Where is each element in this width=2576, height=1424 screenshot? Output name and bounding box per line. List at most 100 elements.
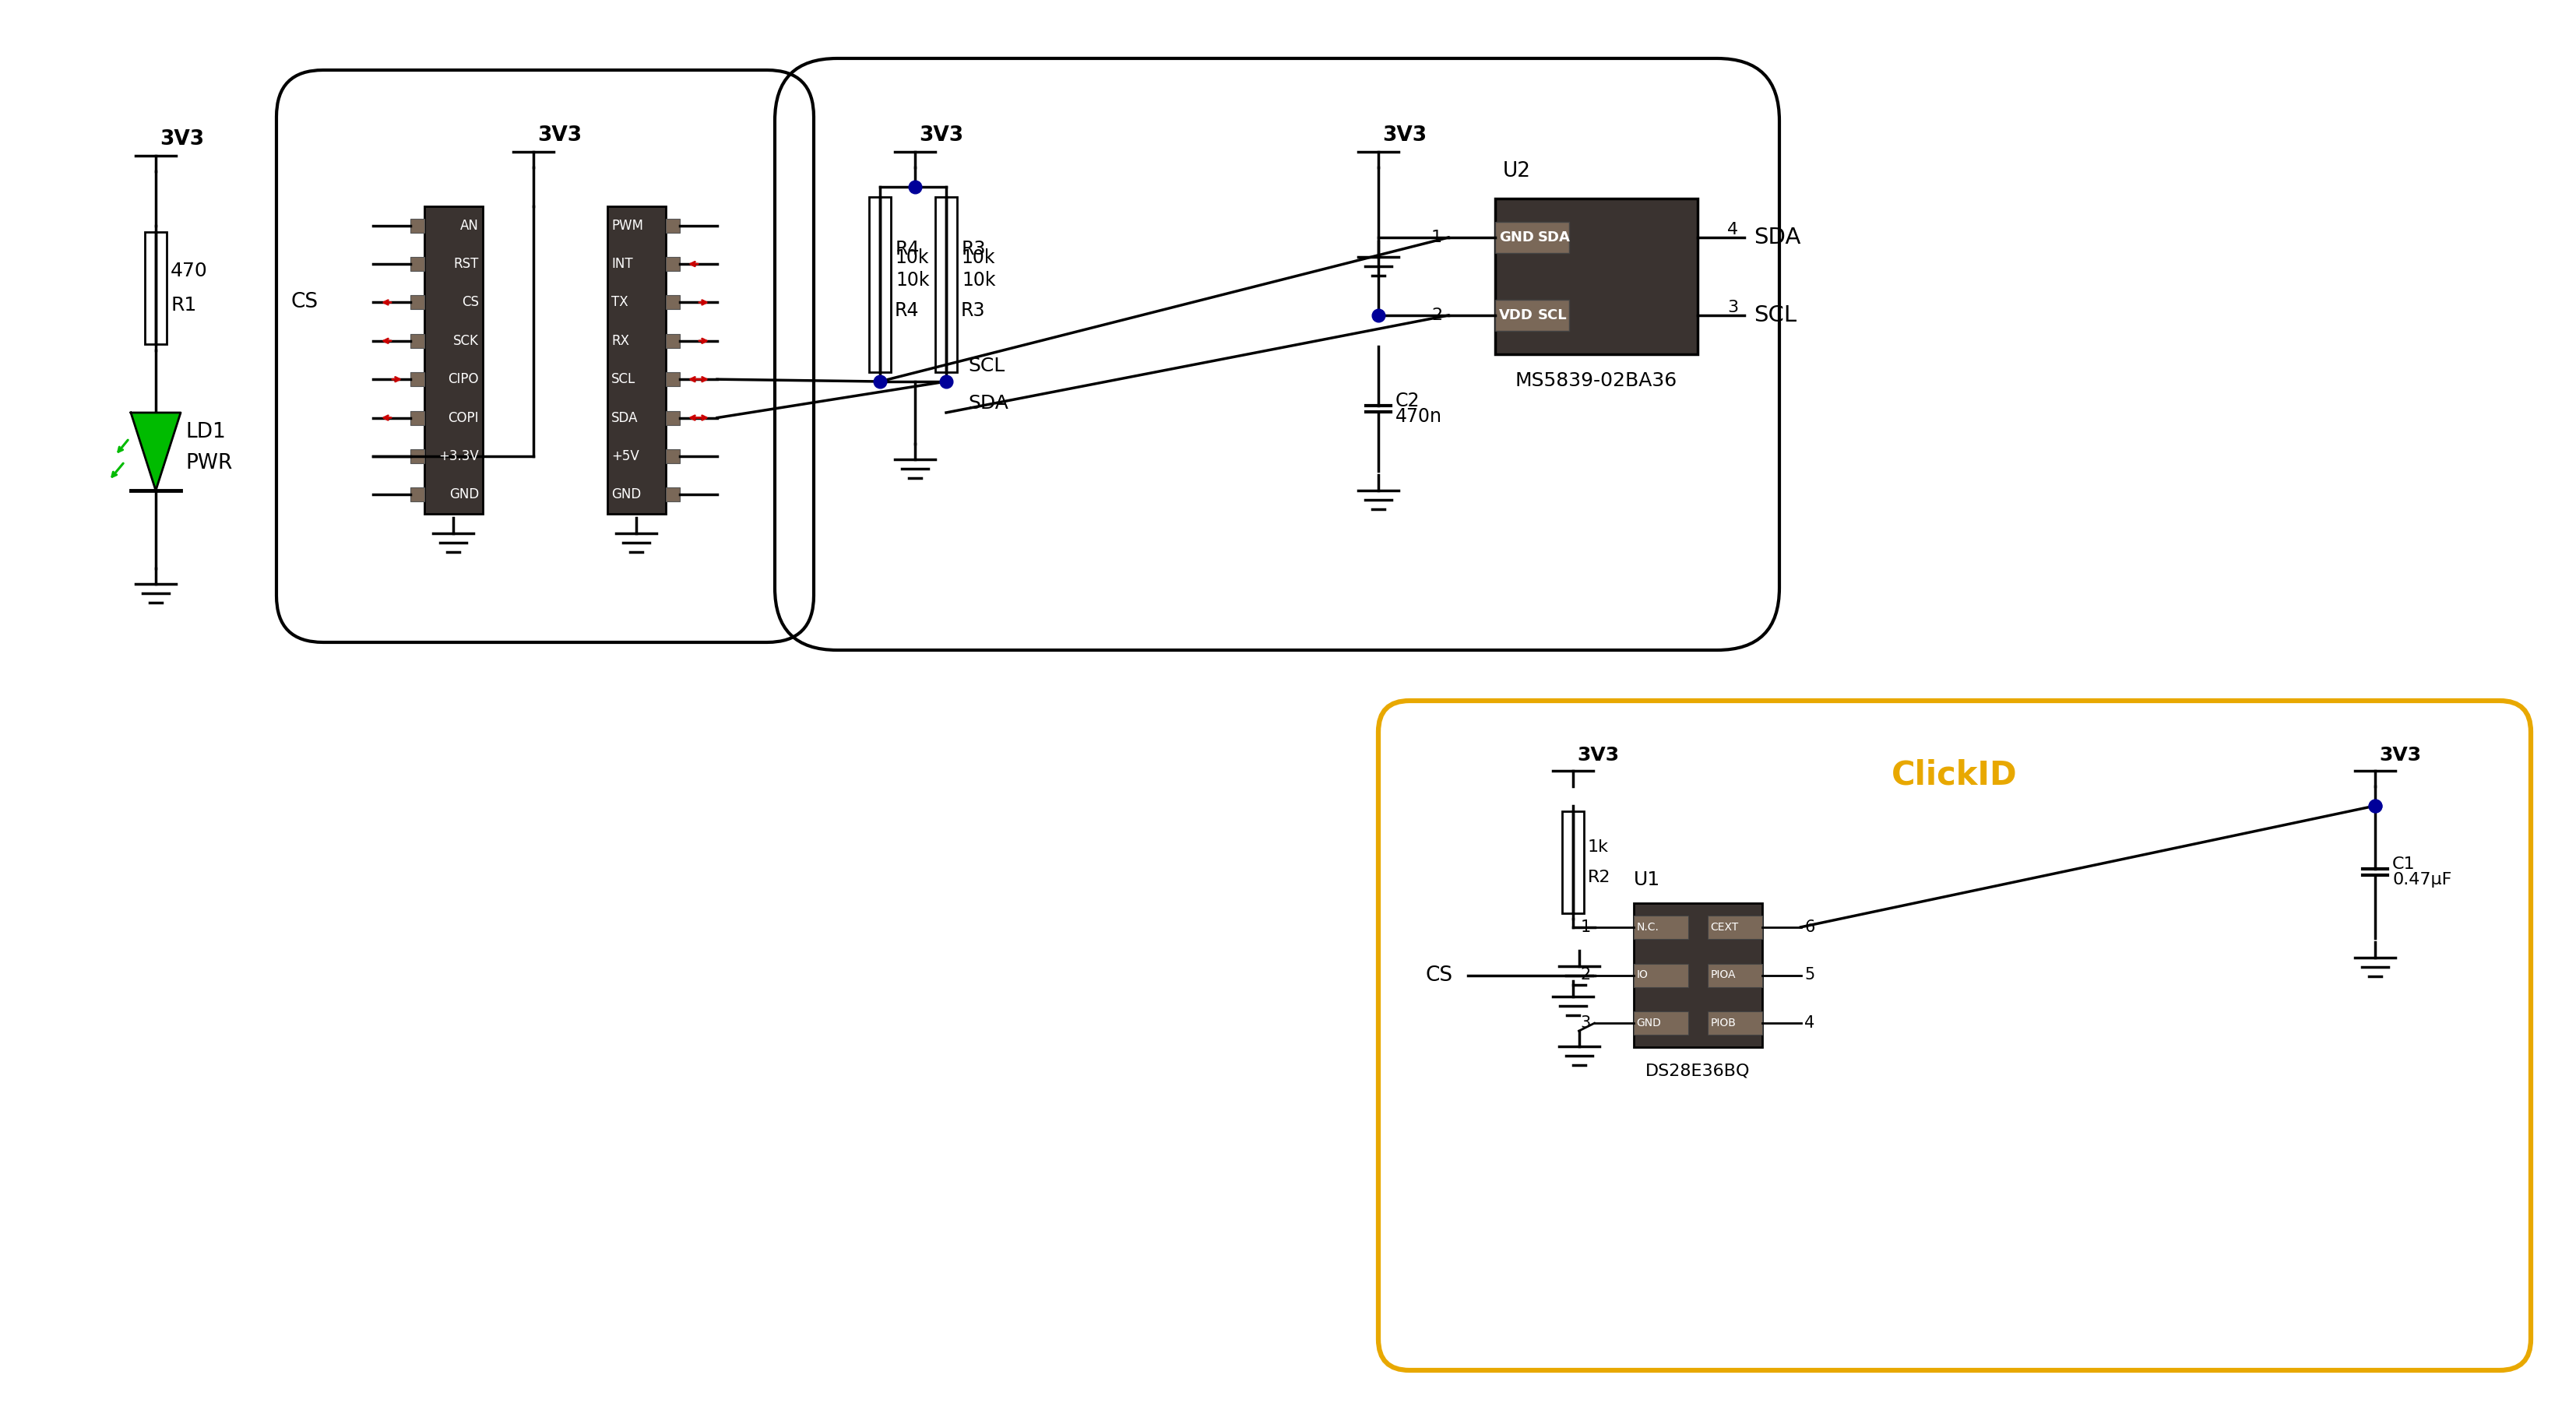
Bar <box>410 295 425 309</box>
Text: LD1: LD1 <box>185 422 227 443</box>
Text: R1: R1 <box>170 296 196 315</box>
Bar <box>665 295 680 309</box>
Text: COPI: COPI <box>448 410 479 424</box>
Bar <box>665 487 680 501</box>
Text: N.C.: N.C. <box>1636 921 1659 933</box>
Text: 1: 1 <box>1432 229 1443 245</box>
Text: 1k: 1k <box>1587 839 1610 854</box>
Text: SDA: SDA <box>1754 226 1801 248</box>
Bar <box>665 333 680 347</box>
Text: 3: 3 <box>1579 1015 1589 1031</box>
Text: +5V: +5V <box>611 449 639 463</box>
Text: R3: R3 <box>961 300 987 320</box>
Text: CEXT: CEXT <box>1710 921 1739 933</box>
Text: GND: GND <box>611 487 641 501</box>
Text: U1: U1 <box>1633 870 1659 889</box>
Bar <box>665 256 680 271</box>
Text: 3V3: 3V3 <box>160 130 204 150</box>
Text: SCL: SCL <box>1538 309 1566 322</box>
Text: GND: GND <box>1499 231 1533 245</box>
Text: 4: 4 <box>1726 222 1739 238</box>
Bar <box>410 449 425 463</box>
Text: 5: 5 <box>1806 967 1816 983</box>
Polygon shape <box>131 413 180 490</box>
Text: 10k: 10k <box>894 249 927 268</box>
Text: 0.47µF: 0.47µF <box>2393 871 2452 887</box>
Text: PWM: PWM <box>611 218 644 232</box>
Bar <box>665 372 680 386</box>
Bar <box>1633 1011 1687 1035</box>
Bar <box>868 197 891 372</box>
Text: INT: INT <box>611 256 634 271</box>
Text: PIOB: PIOB <box>1710 1018 1736 1028</box>
Bar <box>1708 964 1762 987</box>
Text: GND: GND <box>448 487 479 501</box>
Bar <box>410 372 425 386</box>
Text: 3V3: 3V3 <box>1577 746 1620 765</box>
Text: ClickID: ClickID <box>1891 759 2017 792</box>
Bar <box>1633 964 1687 987</box>
Text: RX: RX <box>611 333 629 347</box>
Text: DS28E36BQ: DS28E36BQ <box>1646 1062 1749 1078</box>
Text: 1: 1 <box>1579 920 1589 936</box>
Bar <box>410 333 425 347</box>
Text: 3V3: 3V3 <box>920 125 963 145</box>
Text: SDA: SDA <box>611 410 639 424</box>
Bar <box>144 232 167 345</box>
Bar <box>1494 198 1698 355</box>
Bar <box>665 449 680 463</box>
Text: 2: 2 <box>1432 308 1443 323</box>
Text: RST: RST <box>453 256 479 271</box>
Bar <box>1633 916 1687 938</box>
Bar <box>608 206 665 514</box>
Text: 2: 2 <box>1579 967 1589 983</box>
Text: CS: CS <box>1425 965 1453 985</box>
Text: VDD: VDD <box>1499 309 1533 322</box>
Bar <box>1494 222 1569 253</box>
Bar <box>665 218 680 232</box>
Text: R3: R3 <box>961 239 987 259</box>
Text: +3.3V: +3.3V <box>438 449 479 463</box>
Text: 10k: 10k <box>961 271 994 289</box>
Text: GND: GND <box>1636 1018 1662 1028</box>
Text: 3V3: 3V3 <box>538 125 582 145</box>
Bar <box>1561 812 1584 913</box>
Text: 4: 4 <box>1806 1015 1816 1031</box>
Text: SDA: SDA <box>969 394 1007 413</box>
Text: SDA: SDA <box>1538 231 1571 245</box>
Text: TX: TX <box>611 295 629 309</box>
Bar <box>1494 299 1569 330</box>
Bar <box>410 487 425 501</box>
Text: IO: IO <box>1636 970 1649 981</box>
Text: MS5839-02BA36: MS5839-02BA36 <box>1515 372 1677 390</box>
Text: SCL: SCL <box>969 356 1005 376</box>
Text: R4: R4 <box>894 300 920 320</box>
Text: 470n: 470n <box>1396 407 1443 426</box>
Text: SCL: SCL <box>1754 305 1795 326</box>
Bar <box>410 410 425 424</box>
Text: 6: 6 <box>1806 920 1816 936</box>
Text: CIPO: CIPO <box>448 372 479 386</box>
Text: C2: C2 <box>1396 392 1419 410</box>
Text: 3V3: 3V3 <box>2380 746 2421 765</box>
Text: SCK: SCK <box>453 333 479 347</box>
Bar <box>425 206 482 514</box>
Text: 3V3: 3V3 <box>1383 125 1427 145</box>
Bar <box>1708 916 1762 938</box>
Text: U2: U2 <box>1502 161 1530 181</box>
Text: SCL: SCL <box>611 372 636 386</box>
Bar <box>665 410 680 424</box>
Bar <box>1708 1011 1762 1035</box>
Bar <box>1633 903 1762 1047</box>
Text: CS: CS <box>461 295 479 309</box>
Text: AN: AN <box>461 218 479 232</box>
Text: PIOA: PIOA <box>1710 970 1736 981</box>
Text: 10k: 10k <box>961 249 994 268</box>
Text: PWR: PWR <box>185 453 232 473</box>
Bar <box>410 256 425 271</box>
Text: 3: 3 <box>1726 299 1739 315</box>
Text: 470: 470 <box>170 262 209 281</box>
Bar <box>935 197 958 372</box>
Bar <box>410 218 425 232</box>
Text: C1: C1 <box>2393 856 2416 871</box>
